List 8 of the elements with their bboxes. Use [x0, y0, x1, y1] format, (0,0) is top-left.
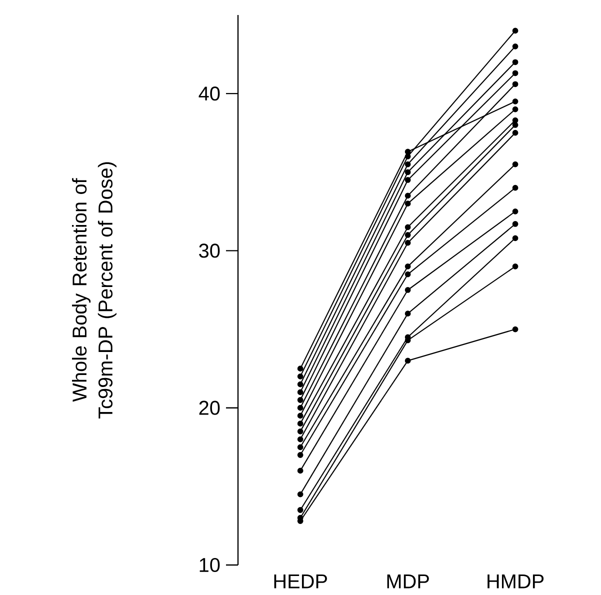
- x-tick-label: HEDP: [274, 574, 327, 588]
- y-tick-label: 40: [198, 86, 220, 101]
- y-tick-label: 20: [199, 400, 220, 415]
- y-tick-label: 10: [200, 558, 220, 572]
- x-tick-label: MDP: [387, 574, 429, 588]
- x-tick-label: HMDP: [488, 574, 544, 588]
- y-axis-title: Whole Body Retention of Tc99m-DP (Percent of Dose): [72, 162, 116, 419]
- y-tick-label: 30: [199, 244, 220, 258]
